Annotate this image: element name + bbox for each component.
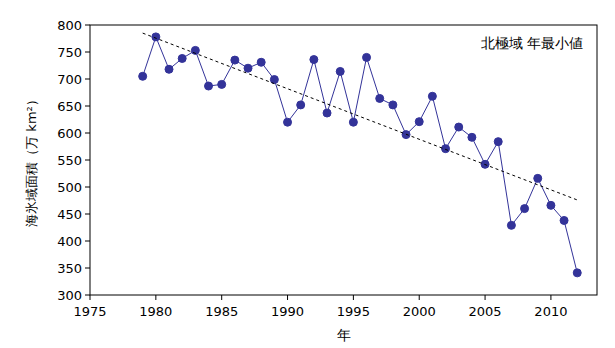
- data-point: [284, 118, 292, 126]
- y-tick: [85, 268, 90, 269]
- data-point: [494, 138, 502, 146]
- data-point: [178, 54, 186, 62]
- data-point: [521, 205, 529, 213]
- y-tick: [85, 79, 90, 80]
- data-point: [323, 109, 331, 117]
- y-tick: [85, 187, 90, 188]
- x-tick: [419, 295, 420, 300]
- y-tick-label: 400: [57, 234, 82, 249]
- data-point: [165, 65, 173, 73]
- data-point: [231, 56, 239, 64]
- plot-marks: [139, 33, 582, 277]
- y-tick-label: 300: [57, 288, 82, 303]
- y-tick: [85, 241, 90, 242]
- x-tick: [353, 295, 354, 300]
- y-tick-label: 500: [57, 180, 82, 195]
- x-tick: [90, 295, 91, 300]
- x-tick: [485, 295, 486, 300]
- data-point: [336, 67, 344, 75]
- data-point: [218, 80, 226, 88]
- y-tick: [85, 295, 90, 296]
- data-point: [244, 64, 252, 72]
- y-tick: [85, 160, 90, 161]
- x-tick-label: 1985: [205, 304, 238, 319]
- y-tick-label: 550: [57, 153, 82, 168]
- plot-frame: [90, 25, 597, 295]
- y-tick-label: 800: [57, 18, 82, 33]
- y-tick-label: 700: [57, 72, 82, 87]
- x-tick: [287, 295, 288, 300]
- y-tick-label: 750: [57, 45, 82, 60]
- x-tick-label: 1975: [73, 304, 106, 319]
- y-tick-label: 350: [57, 261, 82, 276]
- x-tick: [155, 295, 156, 300]
- x-tick: [221, 295, 222, 300]
- data-point: [297, 101, 305, 109]
- data-point: [363, 53, 371, 61]
- y-tick-label: 650: [57, 99, 82, 114]
- data-point: [468, 133, 476, 141]
- chart-root: 300 350 400 450 500 550 600 650 700 750 800 1975 198…: [0, 0, 615, 348]
- x-tick-label: 2010: [534, 304, 567, 319]
- data-point: [442, 145, 450, 153]
- x-axis-label: 年: [337, 327, 351, 343]
- data-point: [376, 94, 384, 102]
- y-tick: [85, 52, 90, 53]
- y-tick-label: 600: [57, 126, 82, 141]
- x-tick: [550, 295, 551, 300]
- data-point: [560, 216, 568, 224]
- data-point: [270, 76, 278, 84]
- data-point: [349, 118, 357, 126]
- data-point: [455, 123, 463, 131]
- y-tick: [85, 25, 90, 26]
- data-point: [310, 56, 318, 64]
- y-tick-label: 450: [57, 207, 82, 222]
- data-point: [547, 201, 555, 209]
- data-point: [257, 58, 265, 66]
- trend-line: [143, 33, 578, 200]
- data-point: [507, 221, 515, 229]
- x-tick-label: 1995: [337, 304, 370, 319]
- x-tick-label: 2000: [403, 304, 436, 319]
- x-tick-label: 1980: [139, 304, 172, 319]
- data-point: [573, 269, 581, 277]
- series-line: [143, 37, 578, 273]
- chart: 300 350 400 450 500 550 600 650 700 750 800 1975 198…: [0, 0, 615, 348]
- data-point: [415, 118, 423, 126]
- chart-title: 北極域 年最小値: [481, 35, 583, 51]
- data-point: [428, 92, 436, 100]
- x-tick-label: 2005: [469, 304, 502, 319]
- data-point: [152, 33, 160, 41]
- y-tick: [85, 133, 90, 134]
- data-point: [139, 72, 147, 80]
- x-tick-label: 1990: [271, 304, 304, 319]
- y-tick: [85, 214, 90, 215]
- y-tick: [85, 106, 90, 107]
- data-point: [205, 82, 213, 90]
- data-point: [534, 174, 542, 182]
- data-point: [389, 101, 397, 109]
- y-axis-label: 海氷域面積（万 km²）: [24, 93, 39, 227]
